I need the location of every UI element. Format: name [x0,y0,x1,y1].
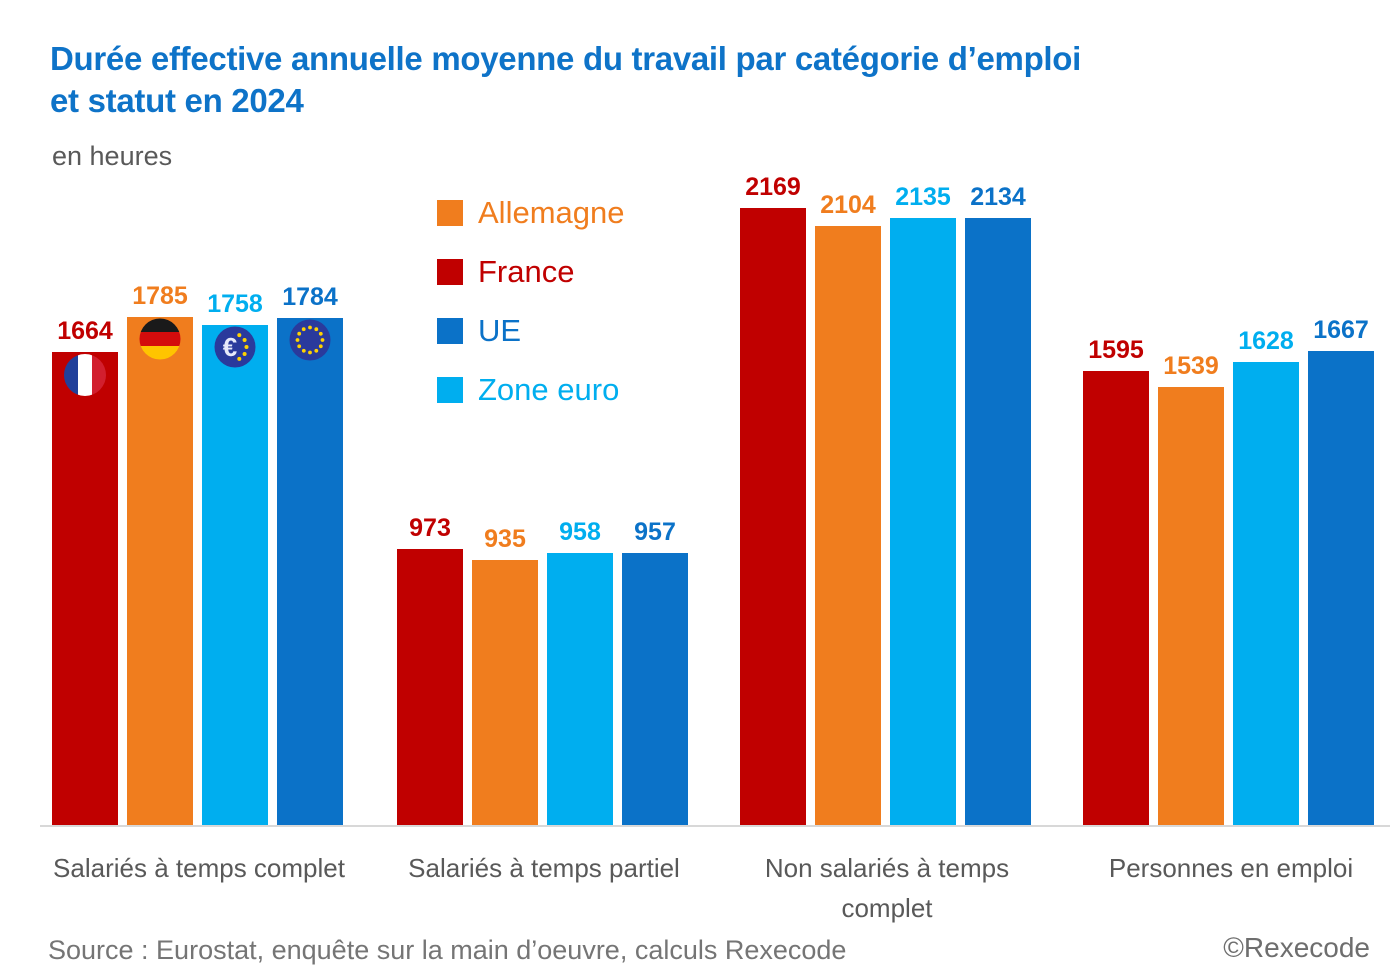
bar-ue [1308,351,1374,826]
bar-group-2: 973 935 958 957 [397,514,688,826]
barwrap-ue: 2134 [965,183,1031,826]
value-label-allemagne: 2104 [820,191,876,219]
barwrap-allemagne: 935 [472,525,538,826]
france-flag-icon [64,354,106,396]
value-label-france: 1664 [57,317,113,345]
value-label-zone-euro: 1758 [207,290,263,318]
barwrap-allemagne: 1785 [127,282,193,826]
value-label-allemagne: 1539 [1163,352,1219,380]
bar-group-1: 1664 1785 1758 € 1784 [52,282,343,826]
legend-item-france: France [437,256,624,287]
bar-zone-euro [890,218,956,826]
barwrap-zone-euro: 958 [547,518,613,826]
legend-swatch-ue [437,317,463,344]
value-label-ue: 1784 [282,283,338,311]
eu-flag-icon [289,319,331,361]
source-note: Source : Eurostat, enquête sur la main d… [48,935,847,965]
barwrap-ue: 957 [622,518,688,826]
barwrap-zone-euro: 1758 € [202,290,268,826]
copyright: ©Rexecode [1223,932,1370,963]
legend-item-allemagne: Allemagne [437,197,624,228]
germany-flag-icon [139,318,181,360]
bar-france [52,352,118,826]
value-label-ue: 957 [634,518,676,546]
euro-icon: € [214,326,256,368]
value-label-zone-euro: 2135 [895,183,951,211]
value-label-zone-euro: 958 [559,518,601,546]
bar-group-3: 2169 2104 2135 2134 [740,173,1031,826]
bar-zone-euro [1233,362,1299,826]
x-axis-label-4: Personnes en emploi [1108,853,1354,883]
legend-item-ue: UE [437,315,624,346]
barwrap-ue: 1784 [277,283,343,826]
legend: Allemagne France UE Zone euro [437,197,624,405]
page-title: Durée effective annuelle moyenne du trav… [50,38,1081,122]
barwrap-zone-euro: 2135 [890,183,956,826]
legend-label-allemagne: Allemagne [478,195,625,230]
legend-swatch-zone-euro [437,376,463,403]
unit-label: en heures [52,141,173,171]
bar-ue [965,218,1031,826]
bar-allemagne [472,560,538,826]
barwrap-france: 2169 [740,173,806,826]
legend-label-zone-euro: Zone euro [478,372,620,407]
barwrap-france: 973 [397,514,463,826]
x-axis-label-2: Salariés à temps partiel [408,853,680,883]
barwrap-zone-euro: 1628 [1233,327,1299,826]
svg-text:€: € [223,332,237,362]
x-axis-line [40,825,1390,827]
bar-france [740,208,806,826]
value-label-ue: 1667 [1313,316,1369,344]
value-label-zone-euro: 1628 [1238,327,1294,355]
bar-allemagne [127,317,193,826]
value-label-allemagne: 935 [484,525,526,553]
bar-france [397,549,463,826]
title-line1: Durée effective annuelle moyenne du trav… [50,40,1082,77]
legend-label-france: France [478,254,575,289]
bar-allemagne [815,226,881,826]
title-line2: et statut en 2024 [50,82,304,119]
barwrap-france: 1595 [1083,336,1149,826]
value-label-allemagne: 1785 [132,282,188,310]
value-label-france: 2169 [745,173,801,201]
plot-area: 1664 1785 1758 € 1784 973 935 958 957 2169 21… [52,173,1374,826]
barwrap-allemagne: 2104 [815,191,881,826]
legend-label-ue: UE [478,313,522,348]
bar-group-4: 1595 1539 1628 1667 [1083,316,1374,826]
legend-item-zone-euro: Zone euro [437,374,624,405]
bar-allemagne [1158,387,1224,826]
value-label-france: 1595 [1088,336,1144,364]
x-axis-label-3: Non salariés à temps complet [764,853,1010,923]
barwrap-france: 1664 [52,317,118,826]
barwrap-allemagne: 1539 [1158,352,1224,826]
bar-ue [622,553,688,826]
x-axis-label-1: Salariés à temps complet [53,853,345,883]
value-label-france: 973 [409,514,451,542]
value-label-ue: 2134 [970,183,1026,211]
bar-ue [277,318,343,826]
bar-france [1083,371,1149,826]
barwrap-ue: 1667 [1308,316,1374,826]
bar-zone-euro [547,553,613,826]
bar-zone-euro: € [202,325,268,826]
legend-swatch-france [437,258,463,285]
legend-swatch-allemagne [437,199,463,226]
